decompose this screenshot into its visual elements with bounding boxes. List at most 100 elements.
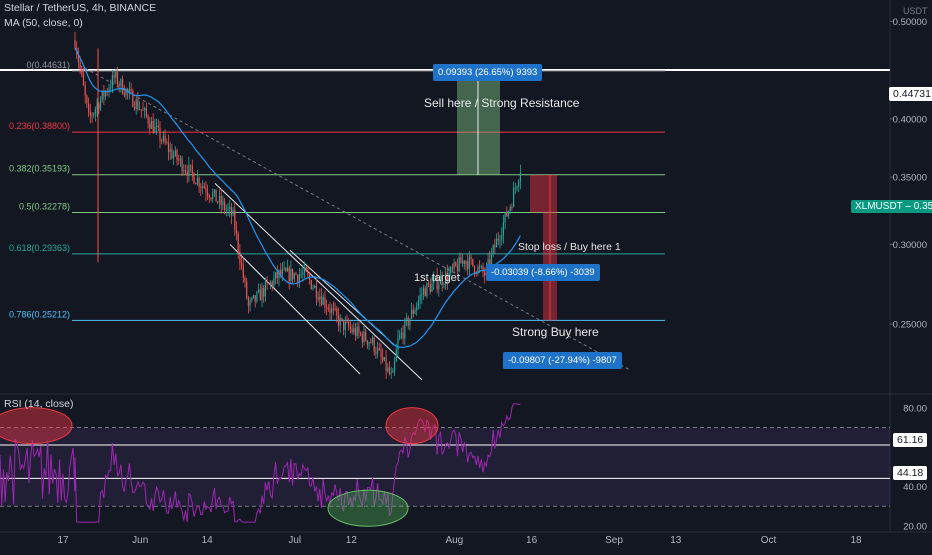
candle-body (93, 113, 94, 115)
price-tick-label: 0.30000 (893, 240, 927, 251)
candle-body (284, 268, 285, 269)
candle-body (513, 189, 514, 207)
ma-line[interactable] (75, 48, 520, 348)
candle-body (134, 107, 135, 109)
rsi-legend-text: RSI (14, close) (4, 398, 73, 410)
candle-body (222, 201, 223, 205)
candle-body (183, 170, 184, 171)
candle-body (340, 318, 341, 326)
candle-body (409, 319, 410, 326)
candle-body (350, 328, 351, 329)
candle-body (180, 158, 181, 160)
candle-body (256, 292, 257, 301)
candle-body (406, 318, 407, 321)
currency-label-text: USDT (903, 6, 928, 16)
candle-body (496, 239, 497, 248)
rsi-legend[interactable]: RSI (14, close) (4, 398, 73, 410)
candle-body (319, 296, 320, 299)
candle-body (380, 350, 381, 357)
current-price-value: 0.35788 (914, 201, 932, 212)
candle-body (397, 338, 398, 349)
candle-body (331, 308, 332, 312)
candle-body (144, 108, 145, 110)
candle-body (255, 295, 256, 301)
candle-body (192, 166, 193, 173)
candle-body (326, 307, 327, 308)
rsi-tick-label: 20.00 (903, 522, 927, 533)
candle-body (465, 261, 466, 264)
candle-body (353, 328, 354, 332)
candle-body (131, 89, 132, 91)
candle-body (217, 202, 218, 203)
candle-body (156, 126, 157, 127)
candle-body (268, 283, 269, 284)
measure-label-down1-text: -0.03039 (-8.66%) -3039 (491, 267, 595, 278)
candle-body (379, 348, 380, 349)
currency-label: USDT (903, 6, 928, 16)
ma-legend[interactable]: MA (50, close, 0) (4, 17, 83, 29)
time-tick-label: 13 (670, 535, 682, 546)
rsi-level-61-text: 61.16 (897, 434, 923, 446)
candle-body (297, 275, 298, 282)
candle-body (352, 329, 353, 332)
candle-body (360, 333, 361, 334)
candle-body (236, 230, 237, 234)
measure-label-down2[interactable]: -0.09807 (-27.94%) -9807 (503, 352, 622, 369)
rsi-level-44-label: 44.18 (893, 466, 927, 480)
candle-body (493, 245, 494, 253)
time-tick-label: 17 (57, 535, 69, 546)
candle-body (83, 74, 84, 85)
channel-lower-line[interactable] (230, 244, 360, 374)
candle-body (173, 155, 174, 158)
candle-body (302, 273, 303, 275)
candle-body (110, 87, 111, 88)
rsi-oversold-ellipse[interactable] (328, 490, 408, 526)
candle-body (287, 268, 288, 271)
candle-body (238, 234, 239, 252)
annotation-target-text: 1st target (414, 272, 460, 284)
candle-body (241, 263, 242, 265)
candle-body (372, 338, 373, 343)
rsi-overbought-ellipse-2[interactable] (386, 408, 438, 444)
candle-body (209, 196, 210, 198)
candle-body (165, 136, 166, 142)
candle-body (202, 186, 203, 187)
candle-body (387, 368, 388, 371)
candle-body (338, 315, 339, 326)
price-tick-label: 0.40000 (893, 114, 927, 125)
candle-body (214, 190, 215, 194)
candle-body (229, 207, 230, 209)
candle-body (265, 282, 266, 296)
candle-body (250, 300, 251, 305)
candle-body (81, 69, 82, 75)
time-tick-label: Aug (445, 535, 463, 546)
candle-body (316, 286, 317, 298)
candle-body (404, 321, 405, 339)
candle-body (501, 235, 502, 239)
candle-body (452, 267, 453, 268)
candle-body (289, 268, 290, 281)
candle-body (401, 333, 402, 336)
measure-label-up[interactable]: 0.09393 (26.65%) 9393 (433, 64, 542, 81)
annotation-stop[interactable]: Stop loss / Buy here 1 (518, 241, 621, 253)
annotation-target[interactable]: 1st target (414, 272, 460, 284)
candle-body (460, 257, 461, 263)
loss-measure-box[interactable] (530, 175, 543, 213)
candle-body (377, 348, 378, 353)
candle-body (88, 104, 89, 112)
rsi-overbought-ellipse[interactable] (0, 408, 72, 444)
candle-body (212, 193, 213, 199)
candle-body (472, 259, 473, 266)
candle-body (90, 112, 91, 116)
fib-level-label: 0(0.44631) (26, 60, 70, 70)
measure-label-down1[interactable]: -0.03039 (-8.66%) -3039 (486, 264, 600, 281)
annotation-sell[interactable]: Sell here / Strong Resistance (424, 96, 579, 110)
candle-body (114, 75, 115, 78)
candle-body (314, 286, 315, 288)
annotation-buy[interactable]: Strong Buy here (512, 325, 599, 339)
candle-body (273, 278, 274, 286)
candle-body (141, 109, 142, 110)
candle-body (370, 342, 371, 343)
